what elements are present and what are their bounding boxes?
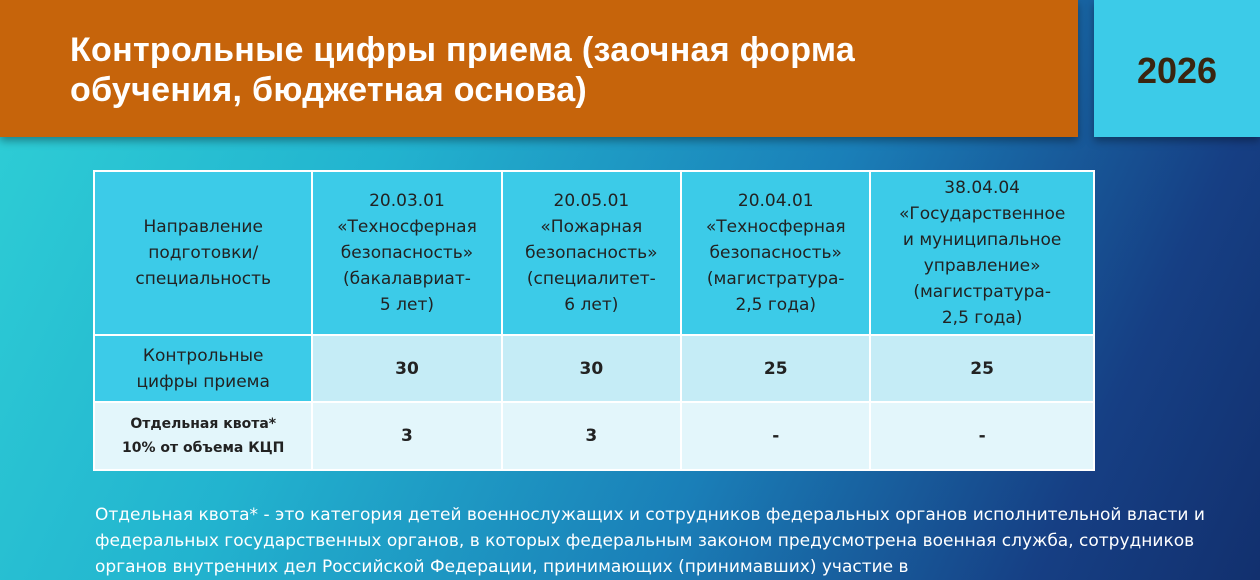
cell-text: (магистратура- [913,282,1051,302]
cell-text: (специалитет- [526,269,656,289]
cell-text: безопасность» [525,243,658,263]
cell-text: безопасность» [340,243,474,263]
cell-text: подготовки/ [148,243,259,263]
cell-text: 20.05.01 [553,191,630,211]
cell-text: «Пожарная [540,217,643,237]
cell-text: 6 лет) [564,295,619,315]
cell-text: 10% от объема КЦП [122,440,285,456]
table-cell: Направление подготовки/специальность [92,170,314,336]
page-title: Контрольные цифры приема (заочная форма о… [70,31,856,109]
cell-text: (магистратура- [706,269,845,289]
cell-text: 2,5 года) [941,308,1023,328]
value-cell: 25 [869,334,1095,403]
cell-text: 38.04.04 [944,178,1020,198]
value-cell: 30 [500,334,683,403]
table-cell: 38.04.04 «Государственное и муниципальное у… [869,170,1095,336]
table-cell: 20.05.01 «Пожарная безопасность» (специалит… [500,170,683,336]
footnote: Отдельная квота* - это категория детей в… [95,505,1205,577]
table-header-row: Направление подготовки/специальность 20.03… [92,170,1095,336]
table-cell: Контрольные цифры приема [92,334,314,403]
value-cell: 25 [680,334,872,403]
table-cell: 20.04.01 «Техносферная безопасность» (магис… [680,170,872,336]
cell-text: 20.04.01 [737,191,814,211]
value-cell: 3 [311,401,503,471]
cell-text: 20.03.01 [369,191,445,211]
title-bar: Контрольные цифры приема (заочная форма о… [0,0,1078,137]
cell-text: Направление [143,217,263,237]
cell-text: безопасность» [709,243,842,263]
year-label: 2026 [1136,50,1218,91]
cell-text: цифры приема [136,371,270,392]
table-cell: Отдельная квота* 10% от объема КЦП [92,401,314,471]
cell-text: 2,5 года) [735,295,817,315]
cell-text: специальность [135,269,272,289]
table-cell: 20.03.01 «Техносферная безопасность» (бакал… [311,170,503,336]
table-row: Контрольные цифры приема 30 30 25 25 [92,334,1095,403]
cell-text: «Государственное [898,204,1066,224]
cell-text: Отдельная квота* [130,416,277,432]
cell-text: (бакалавриат- [343,269,471,289]
cell-text: управление» [923,256,1041,276]
value-cell: 3 [500,401,683,471]
table-row: Отдельная квота* 10% от объема КЦП 3 3- - [92,401,1095,471]
value-cell: 30 [311,334,503,403]
cell-text: «Техносферная [705,217,846,237]
cell-text: Контрольные [142,345,264,366]
admission-table: Направление подготовки/специальность 20.03… [92,170,1095,471]
cell-text: 5 лет) [379,295,435,315]
value-cell: - [869,401,1095,471]
cell-text: и муниципальное [902,230,1062,250]
value-cell: - [680,401,872,471]
cell-text: «Техносферная [337,217,477,237]
year-box: 2026 [1094,0,1260,137]
